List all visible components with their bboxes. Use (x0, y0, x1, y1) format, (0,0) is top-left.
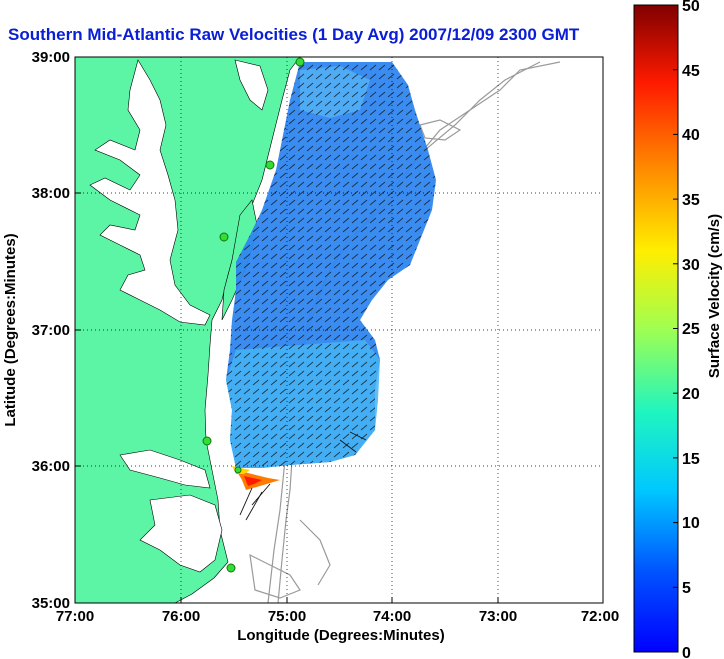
colorbar-tick-label: 40 (682, 127, 700, 144)
x-tick-label: 72:00 (581, 608, 619, 625)
y-tick-label: 36:00 (32, 458, 70, 475)
x-tick-label: 77:00 (56, 608, 94, 625)
station-marker (265, 160, 275, 170)
colorbar-tick-label: 10 (682, 515, 700, 532)
x-tick-label: 73:00 (479, 608, 517, 625)
long-vectors (239, 431, 367, 521)
colorbar-tick-label: 45 (682, 63, 700, 80)
colorbar-tick-label: 0 (682, 645, 691, 659)
y-axis-label: Latitude (Degrees:Minutes) (2, 233, 19, 426)
colorbar-tick-label: 50 (682, 0, 700, 15)
y-tick-label: 38:00 (32, 185, 70, 202)
colorbar-tick-label: 20 (682, 386, 700, 403)
colorbar-label: Surface Velocity (cm/s) (706, 214, 723, 378)
colorbar-tick-label: 35 (682, 192, 700, 209)
colorbar (633, 4, 679, 653)
velocity-hotspot-core (244, 476, 262, 486)
colorbar-tick-label: 30 (682, 257, 700, 274)
colorbar-tick-label: 5 (682, 580, 691, 597)
station-marker (219, 232, 229, 242)
y-tick-label: 35:00 (32, 595, 70, 612)
chesapeake-bay (89, 59, 211, 326)
x-tick-label: 74:00 (373, 608, 411, 625)
colorbar-ticks (673, 4, 678, 588)
y-tick-label: 39:00 (32, 49, 70, 66)
x-tick-label: 76:00 (162, 608, 200, 625)
station-marker (295, 57, 305, 67)
station-markers (202, 57, 305, 573)
y-tick-label: 37:00 (32, 322, 70, 339)
axis-tick-marks (75, 192, 499, 603)
x-axis-label: Longitude (Degrees:Minutes) (237, 627, 445, 644)
station-marker (234, 466, 242, 474)
delaware-bay (234, 59, 269, 111)
grid (75, 57, 603, 603)
map-title: Southern Mid-Atlantic Raw Velocities (1 … (8, 25, 580, 44)
station-marker (226, 563, 236, 573)
velocity-vectors (226, 62, 436, 468)
colorbar-tick-label: 15 (682, 451, 700, 468)
colorbar-tick-label: 25 (682, 321, 700, 338)
station-marker (202, 436, 212, 446)
x-tick-label: 75:00 (268, 608, 306, 625)
albemarle-sound (119, 449, 211, 489)
